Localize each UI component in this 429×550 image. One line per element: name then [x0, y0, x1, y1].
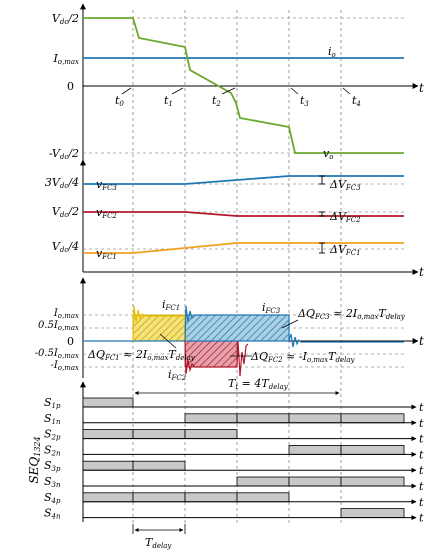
- time-gridlines: [132, 10, 342, 525]
- switch-row-t-label: t: [419, 448, 424, 461]
- switch-row-t-label: t: [419, 401, 424, 414]
- switch-on-interval: [340, 444, 405, 455]
- p2-label-vdc2: Vdc/2: [52, 205, 79, 219]
- switch-row-t-label: t: [419, 464, 424, 477]
- switch-on-interval: [340, 476, 405, 487]
- switch-on-interval: [288, 476, 342, 487]
- switch-on-interval: [82, 492, 134, 503]
- t4-label: t4: [352, 94, 361, 108]
- switch-on-interval: [132, 429, 186, 440]
- tt-label: Tt = 4Tdelay: [228, 377, 289, 391]
- ifc2-label: iFC2: [168, 368, 187, 382]
- p3-label-zero: 0: [67, 335, 74, 348]
- dq-fc1-annotation: ΔQFC1 ≈ 2Io,maxTdelay: [87, 348, 196, 362]
- switch-label: S1n: [44, 412, 61, 426]
- dq-fc3-annotation: ΔQFC3 ≈ 2Io,maxTdelay: [297, 307, 406, 321]
- switch-on-interval: [82, 397, 134, 408]
- fc1-charge-area: [132, 314, 186, 342]
- p2-label-3vdc4: 3Vdc/4: [45, 176, 79, 190]
- ifc3-label: iFC3: [262, 301, 281, 315]
- p1-label-io-max: Io,max: [52, 52, 79, 66]
- tdelay-label: Tdelay: [145, 536, 172, 550]
- switch-on-interval: [82, 460, 134, 471]
- switch-on-interval: [236, 413, 290, 424]
- switch-row-t-label: t: [419, 496, 424, 509]
- p3-label-imax: Io,max: [53, 308, 79, 320]
- panel-flying-capacitor-currents: Io,max 0.5Io,max 0 -0.5Io,max -Io,max iF…: [35, 277, 424, 395]
- switch-rows: S1p t S1n t S2p t S2n t S3p t S3n t S4p t S4n t: [44, 396, 424, 525]
- switch-label: S4n: [44, 507, 61, 521]
- ifc2-trace: [184, 340, 249, 377]
- vfc2-label: vFC2: [96, 206, 117, 220]
- switch-on-interval: [184, 429, 238, 440]
- vfc1-label: vFC1: [96, 247, 117, 261]
- switch-label: S4p: [44, 491, 61, 505]
- p3-label-half: 0.5Io,max: [38, 320, 79, 332]
- switch-on-interval: [184, 413, 238, 424]
- p1-t-axis-label: t: [419, 81, 424, 95]
- seq-label: SEQ1324: [27, 436, 42, 483]
- switch-on-interval: [288, 413, 342, 424]
- switch-on-interval: [132, 460, 186, 471]
- ifc1-label: iFC1: [162, 298, 180, 312]
- time-markers: t0 t1 t2 t3 t4: [115, 87, 361, 108]
- switch-on-interval: [132, 492, 186, 503]
- panel-flying-capacitor-voltages: 3Vdc/4 Vdc/2 Vdc/4 vFC3 vFC2 vFC1 ΔVFC3 …: [45, 159, 424, 279]
- p2-label-vdc4: Vdc/4: [52, 240, 79, 254]
- switch-on-interval: [340, 413, 405, 424]
- switch-label: S2n: [44, 443, 61, 457]
- ifc1-trace: [132, 305, 187, 342]
- p2-t-axis-label: t: [419, 265, 424, 279]
- ifc-zero-trace: [83, 333, 404, 348]
- p1-label-zero: 0: [67, 80, 74, 93]
- dvfc2-label: ΔVFC2: [329, 210, 361, 224]
- switch-label: S2p: [44, 428, 61, 442]
- p3-label-neg: -Io,max: [50, 360, 79, 372]
- switch-row-t-label: t: [419, 433, 424, 446]
- p3-label-neghalf: -0.5Io,max: [35, 348, 79, 360]
- t1-label: t1: [164, 94, 173, 108]
- panel-output-voltage: Vdc/2 Io,max 0 -Vdc/2 io vo t t0 t1 t2 t…: [49, 3, 424, 165]
- switch-row-t-label: t: [419, 417, 424, 430]
- switch-row-t-label: t: [419, 480, 424, 493]
- p3-t-axis-label: t: [419, 334, 424, 348]
- dvfc3-label: ΔVFC3: [329, 178, 361, 192]
- panel-switching-sequence: S1p t S1n t S2p t S2n t S3p t S3n t S4p t S4n t SEQ1324…: [27, 381, 424, 550]
- vo-label: vo: [323, 147, 333, 161]
- switch-label: S3n: [44, 475, 61, 489]
- t0-label: t0: [115, 94, 124, 108]
- t3-label: t3: [300, 94, 309, 108]
- switch-label: S1p: [44, 396, 61, 410]
- switch-on-interval: [236, 492, 290, 503]
- switch-on-interval: [82, 429, 134, 440]
- switch-on-interval: [288, 444, 342, 455]
- dq-fc2-annotation: ΔQFC2 ≈ -Io,maxTdelay: [250, 350, 356, 364]
- vfc3-label: vFC3: [96, 178, 117, 192]
- ifc3-trace: [184, 305, 290, 342]
- t2-label: t2: [212, 94, 221, 108]
- switch-label: S3p: [44, 459, 61, 473]
- io-label: io: [328, 45, 336, 59]
- p1-label-vdc-half: Vdc/2: [52, 12, 79, 26]
- switch-on-interval: [184, 492, 238, 503]
- fc3-charge-area: [184, 314, 290, 342]
- dvfc1-label: ΔVFC1: [329, 243, 361, 257]
- p1-label-neg-vdc-half: -Vdc/2: [49, 147, 79, 161]
- switch-on-interval: [236, 476, 290, 487]
- switch-on-interval: [340, 508, 405, 519]
- switch-row-t-label: t: [419, 512, 424, 525]
- vfc3-trace: [83, 175, 404, 185]
- vo-trace: [83, 17, 404, 154]
